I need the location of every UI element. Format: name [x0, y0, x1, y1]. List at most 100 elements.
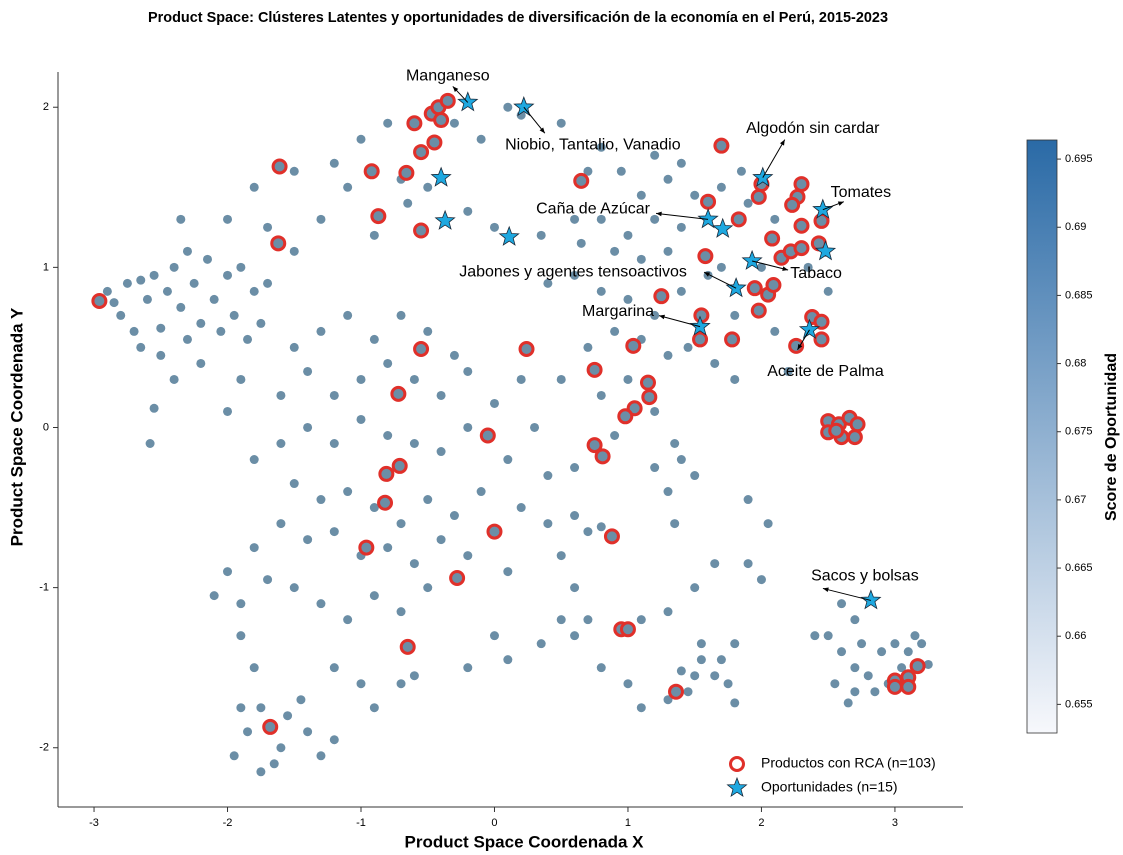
product-point	[543, 519, 553, 529]
rca-point	[697, 248, 714, 265]
product-point	[570, 583, 580, 593]
product-point	[843, 698, 853, 708]
product-point	[156, 323, 166, 333]
colorbar-tick-label: 0.655	[1065, 698, 1093, 710]
product-point	[249, 543, 259, 553]
rca-point	[586, 361, 603, 378]
product-point	[276, 519, 286, 529]
product-point	[343, 310, 353, 320]
product-point	[436, 390, 446, 400]
rca-point	[413, 222, 430, 239]
annotation: Jabones y agentes tensoactivos	[459, 263, 687, 280]
product-point	[690, 671, 700, 681]
opportunity-star	[457, 91, 479, 112]
product-point	[716, 262, 726, 272]
product-point	[243, 727, 253, 737]
annotation: Manganeso	[406, 68, 490, 85]
x-axis-label: Product Space Coordenada X	[405, 832, 645, 851]
product-point	[516, 374, 526, 384]
product-point	[316, 214, 326, 224]
product-point	[917, 639, 927, 649]
product-point	[356, 134, 366, 144]
product-point	[696, 639, 706, 649]
product-point	[516, 503, 526, 513]
x-tick-label: 0	[491, 817, 497, 829]
product-point	[770, 326, 780, 336]
product-point	[396, 607, 406, 617]
product-point	[823, 631, 833, 641]
product-point	[369, 703, 379, 713]
product-point	[850, 615, 860, 625]
product-point	[263, 575, 273, 585]
product-point	[149, 403, 159, 413]
annotation: Niobio, Tantalio, Vanadio	[505, 136, 681, 153]
rca-point	[270, 235, 287, 252]
product-point	[650, 150, 660, 160]
rca-point	[413, 341, 430, 358]
x-tick-label: 3	[892, 817, 898, 829]
product-point	[409, 671, 419, 681]
product-point	[576, 238, 586, 248]
product-point	[169, 262, 179, 272]
product-point	[623, 294, 633, 304]
product-point	[923, 659, 933, 669]
product-point	[129, 326, 139, 336]
product-point	[716, 182, 726, 192]
product-point	[663, 174, 673, 184]
product-point	[676, 286, 686, 296]
product-point	[837, 647, 847, 657]
product-point	[636, 615, 646, 625]
rca-point	[625, 337, 642, 354]
product-point	[489, 398, 499, 408]
arrow-head	[452, 86, 459, 93]
rca-point	[909, 658, 926, 675]
rca-point	[439, 92, 456, 109]
opportunity-star	[697, 208, 719, 229]
rca-point	[91, 292, 108, 309]
product-point	[683, 342, 693, 352]
legend-rca-marker	[729, 756, 745, 772]
rca-point	[641, 389, 658, 406]
product-point	[316, 599, 326, 609]
product-point	[610, 430, 620, 440]
product-point	[463, 206, 473, 216]
x-tick-label: -1	[356, 817, 366, 829]
legend-star-marker	[726, 776, 748, 798]
product-point	[356, 679, 366, 689]
product-point	[676, 222, 686, 232]
chart-title: Product Space: Clústeres Latentes y opor…	[148, 9, 888, 26]
product-point	[636, 703, 646, 713]
rca-point	[363, 163, 380, 180]
rca-point	[764, 230, 781, 247]
rca-point	[271, 158, 288, 175]
product-point	[489, 222, 499, 232]
product-point	[663, 246, 673, 256]
product-point	[463, 366, 473, 376]
product-point	[249, 663, 259, 673]
product-point	[236, 262, 246, 272]
product-point	[343, 182, 353, 192]
opportunity-star	[430, 166, 452, 187]
colorbar-tick-label: 0.66	[1065, 630, 1086, 642]
rca-point	[849, 416, 866, 433]
rca-point	[391, 457, 408, 474]
rca-point	[399, 638, 416, 655]
product-point	[202, 254, 212, 264]
product-point	[616, 166, 626, 176]
annotation: Margarina	[582, 303, 654, 320]
x-tick-label: 1	[625, 817, 631, 829]
product-point	[503, 102, 513, 112]
product-point	[837, 599, 847, 609]
annotation: Aceite de Palma	[767, 363, 884, 380]
product-point	[543, 471, 553, 481]
rca-point	[746, 280, 763, 297]
product-point	[696, 655, 706, 665]
product-point	[556, 615, 566, 625]
rca-point	[724, 331, 741, 348]
colorbar-tick-label: 0.68	[1065, 357, 1086, 369]
product-point	[570, 214, 580, 224]
product-point	[870, 687, 880, 697]
rca-point	[813, 331, 830, 348]
product-point	[676, 455, 686, 465]
product-point	[650, 214, 660, 224]
